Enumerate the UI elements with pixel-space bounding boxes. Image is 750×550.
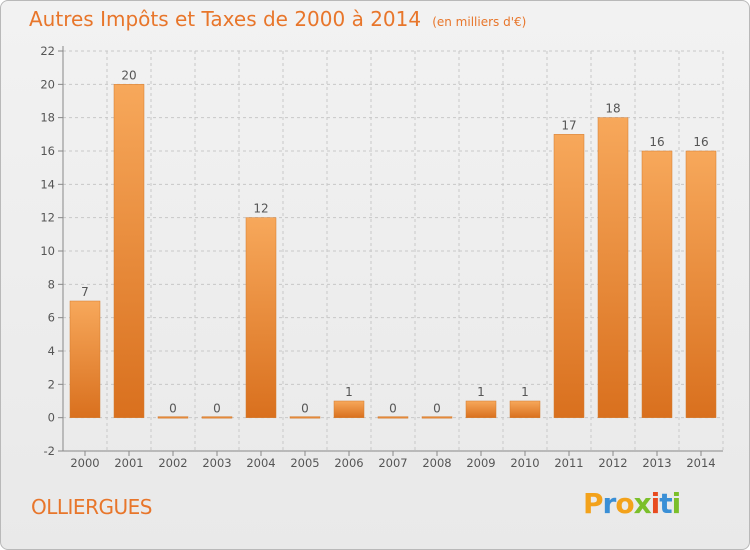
x-tick-label: 2000 [70, 456, 99, 470]
bars [69, 84, 717, 419]
bar [157, 416, 189, 419]
chart-unit: (en milliers d'€) [432, 15, 527, 29]
logo-letter: i [650, 487, 661, 520]
value-label: 20 [121, 68, 136, 82]
bar [245, 217, 277, 418]
value-label: 18 [605, 102, 620, 116]
logo-letter: i [671, 487, 682, 520]
y-tick-label: 18 [40, 111, 55, 125]
value-label: 0 [389, 402, 397, 416]
bar [377, 416, 409, 419]
y-tick-label: -2 [44, 444, 55, 458]
value-label: 0 [433, 402, 441, 416]
y-tick-label: 2 [48, 377, 55, 391]
proxiti-logo: Proxiti [583, 487, 682, 520]
value-label: 1 [521, 385, 529, 399]
y-tick-label: 6 [48, 311, 55, 325]
y-tick-label: 16 [40, 144, 55, 158]
logo-letter: t [659, 487, 672, 520]
x-tick-label: 2007 [378, 456, 407, 470]
bar [685, 150, 717, 418]
x-tick-label: 2012 [598, 456, 627, 470]
y-tick-label: 0 [48, 411, 55, 425]
x-tick-label: 2009 [466, 456, 495, 470]
y-tick-label: 20 [40, 77, 55, 91]
value-label: 17 [561, 118, 576, 132]
bar [289, 416, 321, 419]
x-tick-label: 2002 [158, 456, 187, 470]
value-label: 16 [649, 135, 664, 149]
x-tick-label: 2013 [642, 456, 671, 470]
logo-letter: x [633, 487, 652, 520]
x-tick-label: 2005 [290, 456, 319, 470]
x-tick-label: 2011 [554, 456, 583, 470]
x-tick-label: 2008 [422, 456, 451, 470]
value-label: 1 [477, 385, 485, 399]
bar [465, 400, 497, 418]
value-label: 16 [693, 135, 708, 149]
bar [509, 400, 541, 418]
x-tick-label: 2003 [202, 456, 231, 470]
x-tick-label: 2006 [334, 456, 363, 470]
title-row: Autres Impôts et Taxes de 2000 à 2014 (e… [29, 7, 526, 31]
bar [201, 416, 233, 419]
value-label: 0 [213, 402, 221, 416]
y-tick-label: 14 [40, 177, 55, 191]
value-label: 1 [345, 385, 353, 399]
labels: -202468101214161820227200020200102002020… [40, 44, 715, 470]
bar [597, 117, 629, 418]
chart-title: Autres Impôts et Taxes de 2000 à 2014 [29, 7, 422, 31]
x-tick-label: 2004 [246, 456, 275, 470]
logo-letter: o [615, 487, 634, 520]
y-tick-label: 22 [40, 44, 55, 58]
bar [69, 300, 101, 418]
bar [553, 134, 585, 418]
y-tick-label: 10 [40, 244, 55, 258]
bar [333, 400, 365, 418]
y-tick-label: 12 [40, 211, 55, 225]
bar [641, 150, 673, 418]
value-label: 0 [169, 402, 177, 416]
x-tick-label: 2001 [114, 456, 143, 470]
logo-letter: P [583, 487, 604, 520]
x-tick-label: 2014 [686, 456, 715, 470]
logo-letter: r [602, 487, 617, 520]
y-tick-label: 8 [48, 277, 55, 291]
axes [58, 46, 723, 456]
x-tick-label: 2010 [510, 456, 539, 470]
bar [113, 84, 145, 418]
value-label: 0 [301, 402, 309, 416]
y-tick-label: 4 [48, 344, 55, 358]
location-name: OLLIERGUES [31, 495, 152, 519]
value-label: 7 [81, 285, 89, 299]
bar [421, 416, 453, 419]
value-label: 12 [253, 202, 268, 216]
